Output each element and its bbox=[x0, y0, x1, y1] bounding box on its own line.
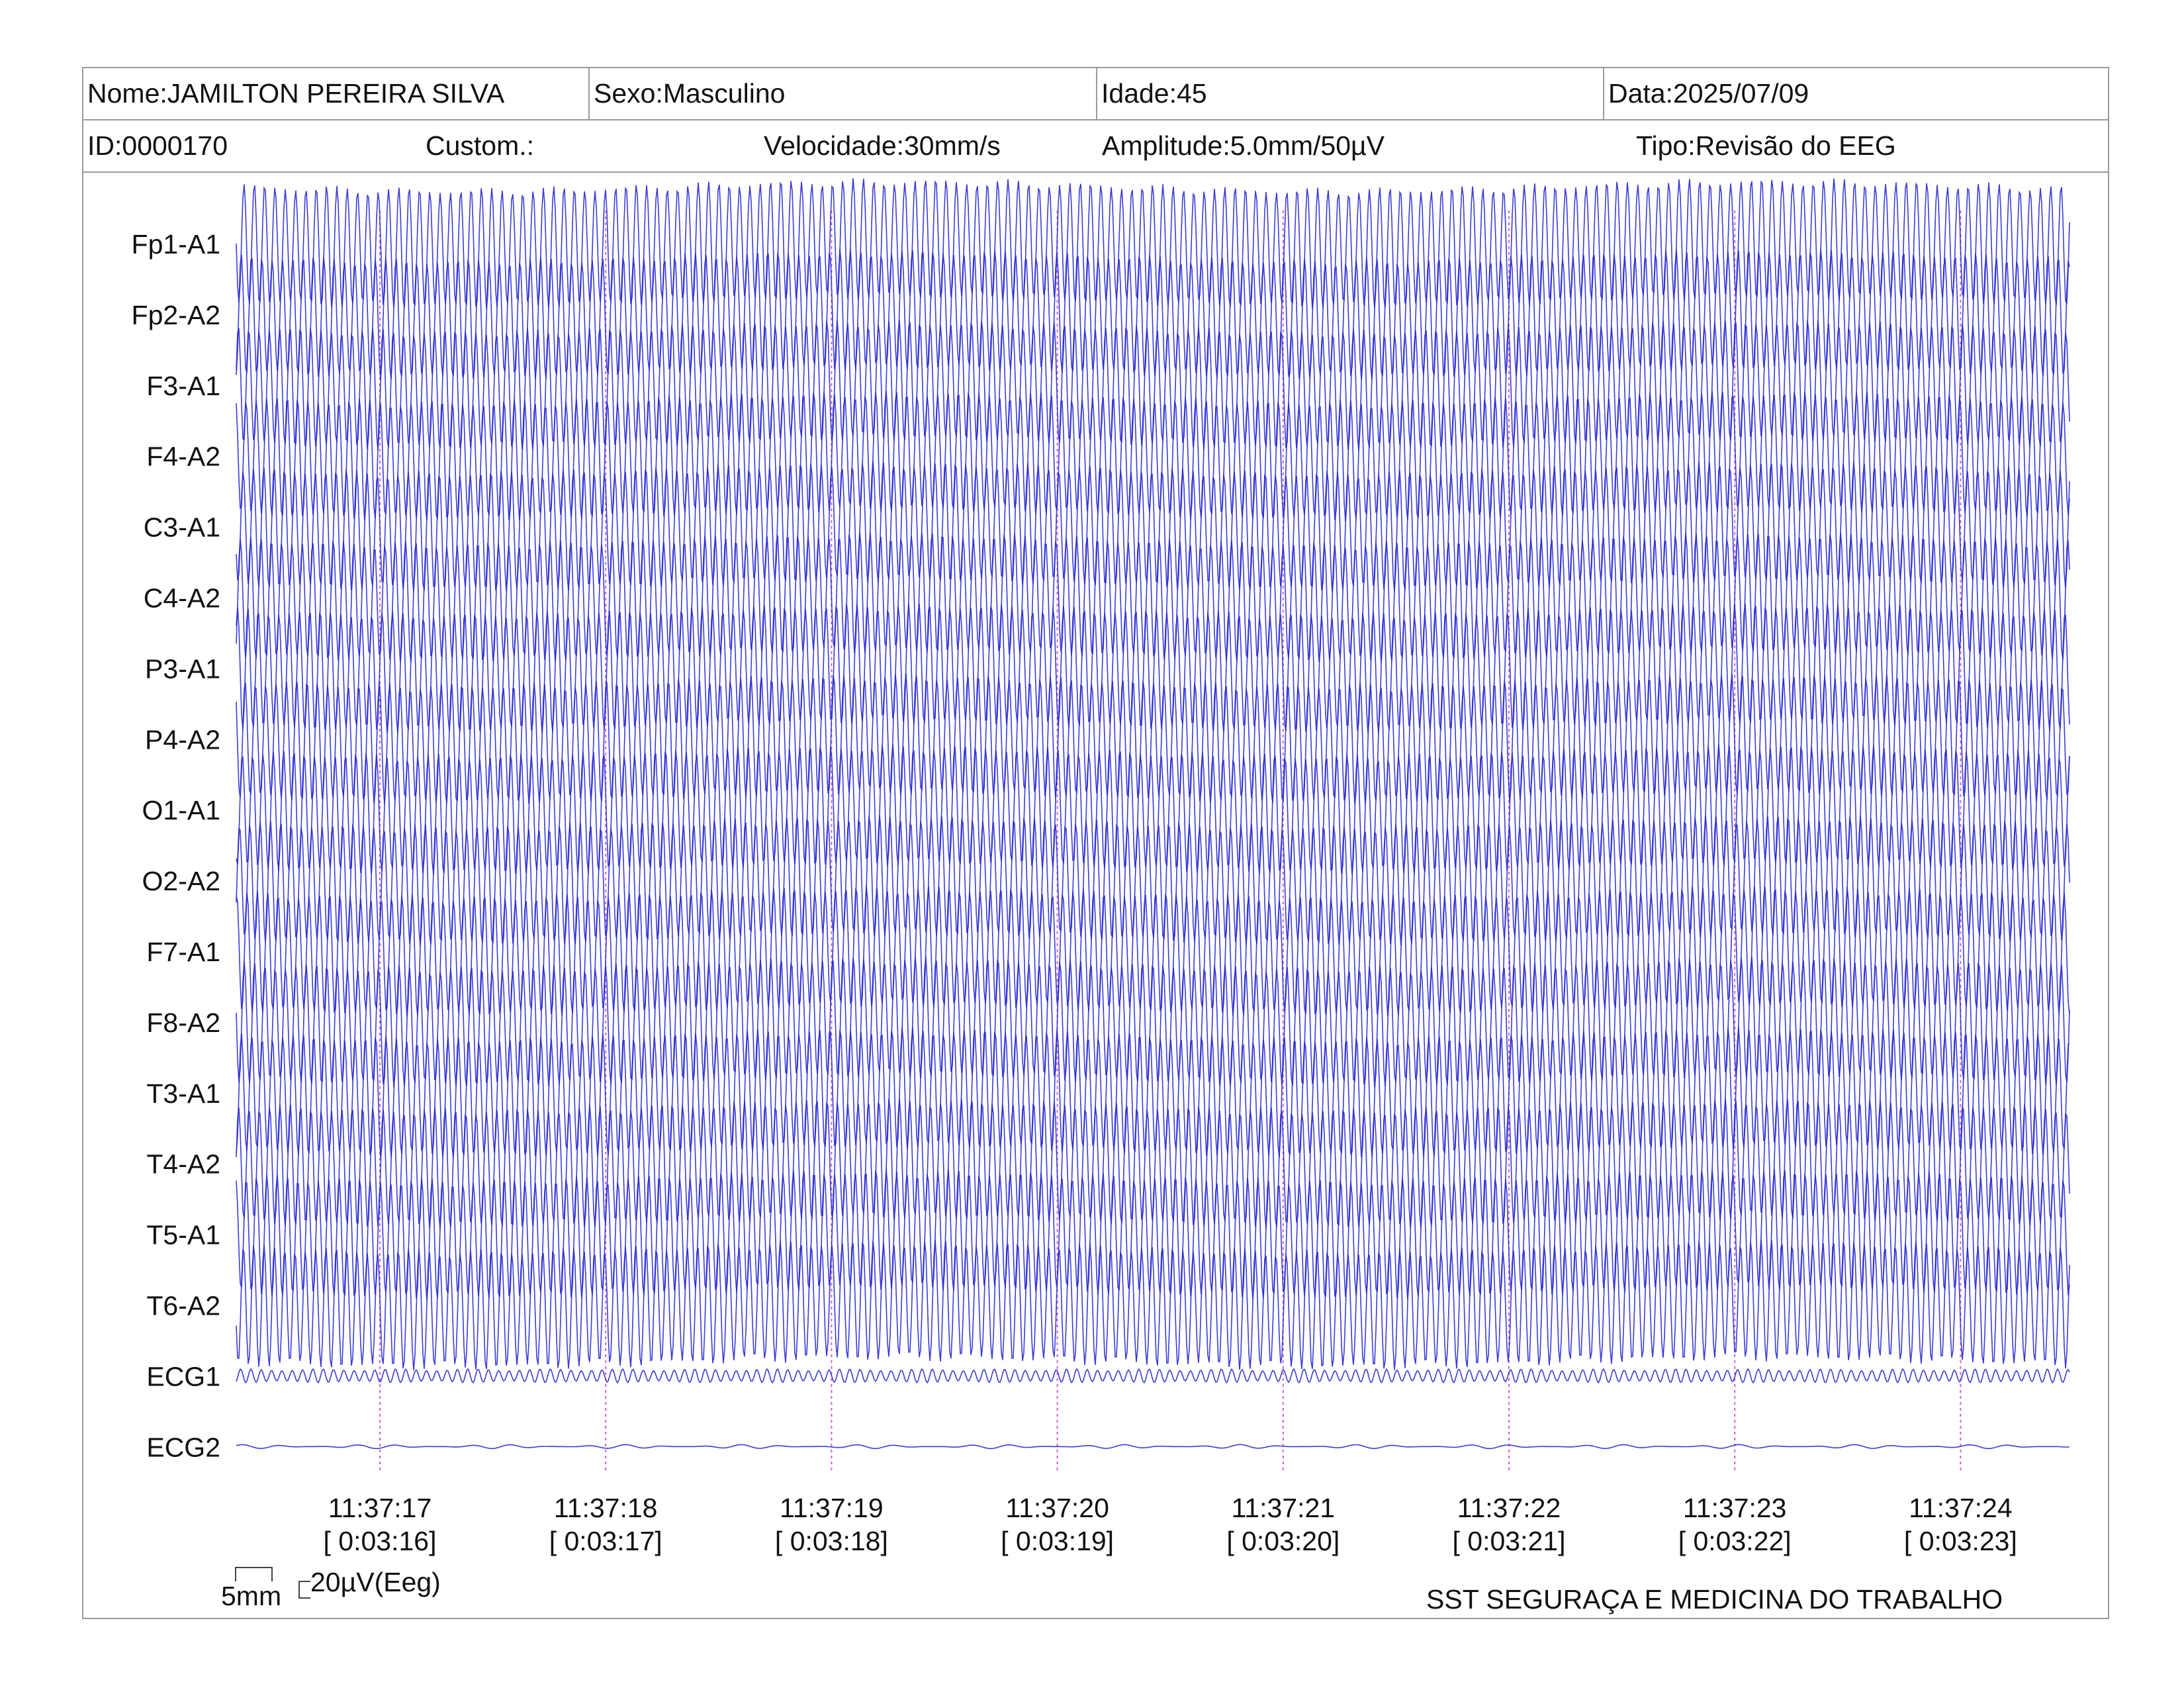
channel-label: ECG1 bbox=[146, 1361, 220, 1391]
time-mark-clock: 11:37:18 bbox=[554, 1493, 658, 1523]
time-mark-elapsed: [ 0:03:18] bbox=[775, 1526, 888, 1556]
channel-traces bbox=[236, 178, 2070, 1450]
channel-label: F7-A1 bbox=[146, 937, 220, 967]
time-scale-label: 5mm bbox=[221, 1581, 281, 1611]
patient-age: Idade:45 bbox=[1097, 68, 1604, 119]
time-mark-elapsed: [ 0:03:21] bbox=[1453, 1526, 1566, 1556]
channel-trace bbox=[236, 1444, 2070, 1450]
exam-type: Tipo:Revisão do EEG bbox=[1636, 130, 1896, 161]
time-scale-bracket bbox=[235, 1567, 273, 1581]
patient-sex: Sexo:Masculino bbox=[590, 68, 1097, 119]
time-mark-clock: 11:37:24 bbox=[1909, 1493, 2013, 1523]
header-row-settings: ID:0000170 Custom.: Velocidade:30mm/s Am… bbox=[83, 120, 2108, 173]
time-mark-elapsed: [ 0:03:19] bbox=[1001, 1526, 1114, 1556]
patient-name: Nome:JAMILTON PEREIRA SILVA bbox=[83, 68, 590, 119]
channel-trace bbox=[236, 1239, 2070, 1371]
channel-label: C3-A1 bbox=[144, 512, 220, 543]
time-axis-labels: 11:37:17[ 0:03:16] 11:37:18[ 0:03:17] 11:3… bbox=[324, 1493, 2017, 1556]
channel-label: T6-A2 bbox=[146, 1291, 220, 1321]
channel-trace bbox=[236, 390, 2070, 522]
channel-label: T4-A2 bbox=[146, 1149, 220, 1180]
channel-trace bbox=[236, 743, 2070, 875]
time-mark-clock: 11:37:21 bbox=[1232, 1493, 1336, 1523]
channel-label: O2-A2 bbox=[142, 866, 221, 896]
channel-label: F8-A2 bbox=[146, 1008, 220, 1038]
speed-setting: Velocidade:30mm/s bbox=[764, 130, 1001, 161]
time-mark-clock: 11:37:19 bbox=[780, 1493, 884, 1523]
channel-labels: Fp1-A1 Fp2-A2 F3-A1 F4-A2 C3-A1 C4-A2 P3-A1 P4-… bbox=[132, 229, 220, 1462]
channel-trace bbox=[236, 814, 2070, 947]
channel-trace bbox=[236, 957, 2070, 1088]
time-mark-clock: 11:37:17 bbox=[328, 1493, 432, 1523]
channel-trace bbox=[236, 1027, 2070, 1158]
amplitude-scale-bracket bbox=[298, 1581, 310, 1599]
channel-label: ECG2 bbox=[146, 1432, 220, 1462]
amplitude-scale-label: 20µV(Eeg) bbox=[310, 1567, 441, 1597]
channel-label: P3-A1 bbox=[145, 653, 220, 684]
channel-trace bbox=[236, 461, 2070, 592]
channel-label: F4-A2 bbox=[146, 442, 220, 472]
channel-trace bbox=[236, 1368, 2070, 1384]
time-mark-clock: 11:37:23 bbox=[1683, 1493, 1787, 1523]
time-mark-clock: 11:37:20 bbox=[1005, 1493, 1109, 1523]
time-mark-elapsed: [ 0:03:16] bbox=[324, 1526, 437, 1556]
channel-label: P4-A2 bbox=[145, 724, 220, 755]
scale-bar: 5mm 20µV(Eeg) bbox=[221, 1567, 441, 1611]
amplitude-setting: Amplitude:5.0mm/50µV bbox=[1102, 130, 1385, 161]
exam-date: Data:2025/07/09 bbox=[1608, 78, 1809, 109]
channel-label: T5-A1 bbox=[146, 1220, 220, 1250]
channel-trace bbox=[236, 603, 2070, 734]
channel-trace bbox=[236, 178, 2070, 309]
channel-label: F3-A1 bbox=[146, 371, 220, 401]
company-footer: SST SEGURAÇA E MEDICINA DO TRABALHO bbox=[1426, 1584, 2003, 1615]
custom-field: Custom.: bbox=[426, 130, 535, 161]
eeg-report: Nome:JAMILTON PEREIRA SILVA Sexo:Masculi… bbox=[82, 67, 2109, 1619]
time-mark-clock: 11:37:22 bbox=[1457, 1493, 1561, 1523]
time-mark-elapsed: [ 0:03:17] bbox=[549, 1526, 662, 1556]
channel-label: O1-A1 bbox=[142, 795, 221, 825]
time-mark-elapsed: [ 0:03:20] bbox=[1226, 1526, 1340, 1556]
channel-label: T3-A1 bbox=[146, 1078, 220, 1109]
channel-label: C4-A2 bbox=[144, 583, 220, 614]
patient-id: ID:0000170 bbox=[87, 130, 228, 161]
channel-label: Fp1-A1 bbox=[132, 229, 220, 259]
channel-trace bbox=[236, 673, 2070, 804]
time-mark-elapsed: [ 0:03:23] bbox=[1904, 1526, 2017, 1556]
channel-label: Fp2-A2 bbox=[132, 300, 220, 330]
time-mark-elapsed: [ 0:03:22] bbox=[1678, 1526, 1792, 1556]
header-row-patient: Nome:JAMILTON PEREIRA SILVA Sexo:Masculi… bbox=[83, 68, 2108, 120]
channel-trace bbox=[236, 249, 2070, 380]
